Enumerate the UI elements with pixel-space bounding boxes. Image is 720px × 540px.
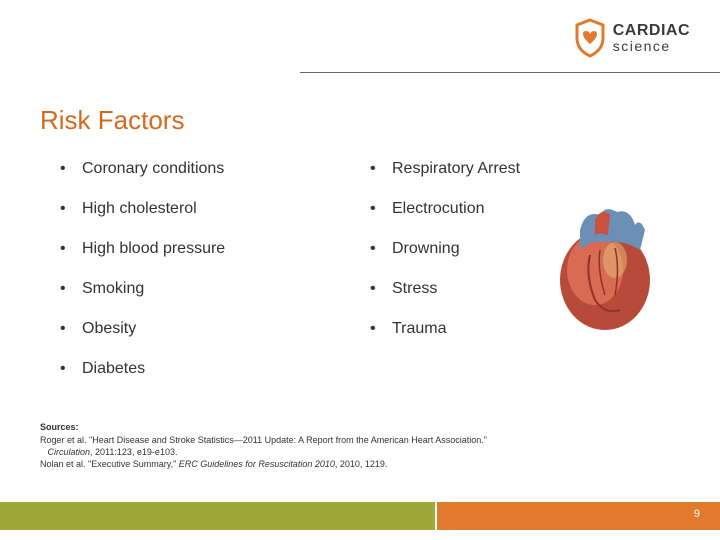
list-item: High cholesterol xyxy=(60,200,370,218)
logo-text: CARDIAC science xyxy=(613,23,690,53)
logo-line2: science xyxy=(613,39,690,53)
header: CARDIAC science xyxy=(0,0,720,90)
source-entry: Nolan et al. "Executive Summary," ERC Gu… xyxy=(40,458,680,470)
logo-line1: CARDIAC xyxy=(613,23,690,39)
logo-shield-icon xyxy=(573,18,607,58)
source-entry: Roger et al. "Heart Disease and Stroke S… xyxy=(40,434,680,458)
list-item: Coronary conditions xyxy=(60,160,370,178)
left-column: Coronary conditions High cholesterol Hig… xyxy=(60,160,370,400)
brand-logo: CARDIAC science xyxy=(573,18,690,58)
list-item: Obesity xyxy=(60,320,370,338)
footer-orange-block: 9 xyxy=(435,502,720,530)
sources-label: Sources: xyxy=(40,421,680,433)
source-suffix: , 2010, 1219. xyxy=(335,459,388,469)
source-journal: Circulation xyxy=(48,447,91,457)
footer-bar: 9 xyxy=(0,502,720,530)
header-divider xyxy=(300,72,720,73)
list-item: Smoking xyxy=(60,280,370,298)
sources-block: Sources: Roger et al. "Heart Disease and… xyxy=(40,421,680,470)
source-prefix: Roger et al. "Heart Disease and Stroke S… xyxy=(40,435,487,445)
source-journal: ERC Guidelines for Resuscitation 2010 xyxy=(179,459,335,469)
slide-title: Risk Factors xyxy=(40,105,184,136)
list-item: Diabetes xyxy=(60,360,370,378)
list-item: Respiratory Arrest xyxy=(370,160,680,178)
list-item: High blood pressure xyxy=(60,240,370,258)
footer-olive-block xyxy=(0,502,435,530)
page-number: 9 xyxy=(694,508,700,520)
source-suffix: , 2011:123, e19-e103. xyxy=(90,447,177,457)
source-prefix: Nolan et al. "Executive Summary," xyxy=(40,459,179,469)
heart-illustration xyxy=(545,200,665,340)
